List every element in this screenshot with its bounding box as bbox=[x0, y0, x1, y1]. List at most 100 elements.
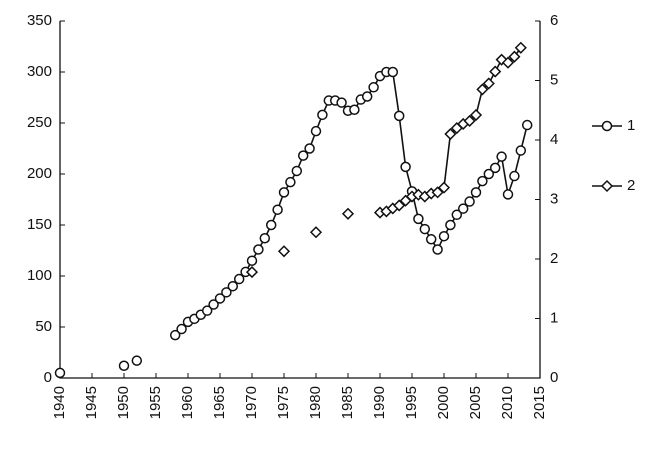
y2-tick-label: 1 bbox=[550, 309, 558, 326]
point bbox=[336, 97, 347, 108]
x-tick-label: 1950 bbox=[115, 386, 132, 419]
point bbox=[508, 50, 521, 63]
point bbox=[285, 176, 296, 188]
point bbox=[387, 66, 399, 78]
point bbox=[278, 187, 290, 198]
x-tick-label: 2005 bbox=[467, 386, 484, 419]
point bbox=[502, 189, 514, 200]
point bbox=[393, 110, 405, 122]
point bbox=[54, 367, 66, 379]
point bbox=[470, 187, 482, 198]
point bbox=[291, 165, 303, 177]
point bbox=[438, 230, 450, 242]
x-tick-label: 2000 bbox=[435, 386, 452, 419]
point bbox=[425, 234, 437, 245]
point bbox=[444, 127, 457, 141]
point bbox=[501, 56, 515, 69]
point bbox=[169, 329, 181, 341]
point bbox=[201, 305, 213, 316]
point bbox=[483, 168, 495, 180]
y-tick-label: 300 bbox=[27, 63, 52, 80]
legend-marker bbox=[601, 120, 613, 132]
y-tick-label: 100 bbox=[27, 267, 52, 284]
x-tick-label: 1960 bbox=[179, 386, 196, 419]
point bbox=[393, 199, 406, 212]
point bbox=[509, 170, 520, 182]
y-tick-label: 150 bbox=[27, 216, 52, 233]
x-tick-label: 1995 bbox=[403, 386, 420, 419]
point bbox=[437, 181, 451, 194]
y2-tick-label: 4 bbox=[550, 131, 558, 148]
y2-tick-label: 6 bbox=[550, 12, 558, 29]
point bbox=[463, 114, 476, 128]
point bbox=[477, 175, 488, 187]
point bbox=[413, 213, 424, 225]
point bbox=[227, 280, 239, 292]
x-tick-label: 1970 bbox=[243, 386, 260, 419]
point bbox=[489, 65, 502, 78]
legend-label: 2 bbox=[627, 177, 635, 194]
x-tick-label: 1990 bbox=[371, 386, 388, 419]
point bbox=[419, 223, 431, 235]
point bbox=[515, 145, 527, 156]
x-tick-label: 1955 bbox=[147, 386, 164, 419]
y2-tick-label: 2 bbox=[550, 250, 558, 267]
point bbox=[297, 150, 309, 161]
point bbox=[482, 77, 495, 90]
y-tick-label: 0 bbox=[44, 369, 52, 386]
point bbox=[445, 219, 456, 231]
point bbox=[489, 162, 501, 174]
point bbox=[309, 226, 323, 239]
point bbox=[221, 287, 232, 298]
point bbox=[469, 108, 483, 122]
y-tick-label: 250 bbox=[27, 114, 52, 131]
point bbox=[272, 204, 283, 215]
point bbox=[514, 41, 527, 54]
y-tick-label: 200 bbox=[27, 165, 52, 182]
point bbox=[457, 203, 469, 214]
x-tick-label: 1980 bbox=[307, 386, 324, 419]
point bbox=[432, 244, 443, 255]
point bbox=[176, 323, 187, 335]
point bbox=[246, 255, 258, 266]
point bbox=[214, 293, 226, 304]
point bbox=[496, 151, 507, 162]
point bbox=[118, 360, 130, 372]
legend-label: 1 bbox=[627, 117, 635, 134]
y2-tick-label: 5 bbox=[550, 71, 558, 88]
point bbox=[317, 109, 328, 121]
point bbox=[476, 83, 489, 96]
point bbox=[341, 207, 355, 220]
x-tick-label: 1945 bbox=[83, 386, 100, 419]
point bbox=[400, 161, 411, 173]
y2-tick-label: 3 bbox=[550, 190, 558, 207]
x-tick-label: 1975 bbox=[275, 386, 292, 419]
point bbox=[431, 186, 444, 199]
x-tick-label: 2015 bbox=[531, 386, 548, 419]
point bbox=[265, 219, 277, 231]
point bbox=[277, 245, 291, 258]
point bbox=[361, 91, 373, 102]
point bbox=[368, 82, 379, 93]
y-tick-label: 350 bbox=[27, 12, 52, 29]
point bbox=[304, 143, 315, 154]
point bbox=[310, 125, 322, 137]
x-tick-label: 1965 bbox=[211, 386, 228, 419]
x-tick-label: 1985 bbox=[339, 386, 356, 419]
point bbox=[259, 233, 271, 244]
point bbox=[253, 244, 264, 255]
point bbox=[131, 355, 143, 366]
point bbox=[233, 273, 245, 285]
y2-tick-label: 0 bbox=[550, 369, 558, 386]
point bbox=[521, 119, 533, 131]
point bbox=[349, 104, 360, 115]
y-tick-label: 50 bbox=[35, 318, 52, 335]
point bbox=[451, 209, 463, 221]
x-tick-label: 2010 bbox=[499, 386, 516, 419]
point bbox=[464, 196, 475, 207]
legend-marker bbox=[600, 179, 614, 193]
point bbox=[245, 266, 259, 279]
x-tick-label: 1940 bbox=[51, 386, 68, 419]
point bbox=[208, 299, 219, 310]
